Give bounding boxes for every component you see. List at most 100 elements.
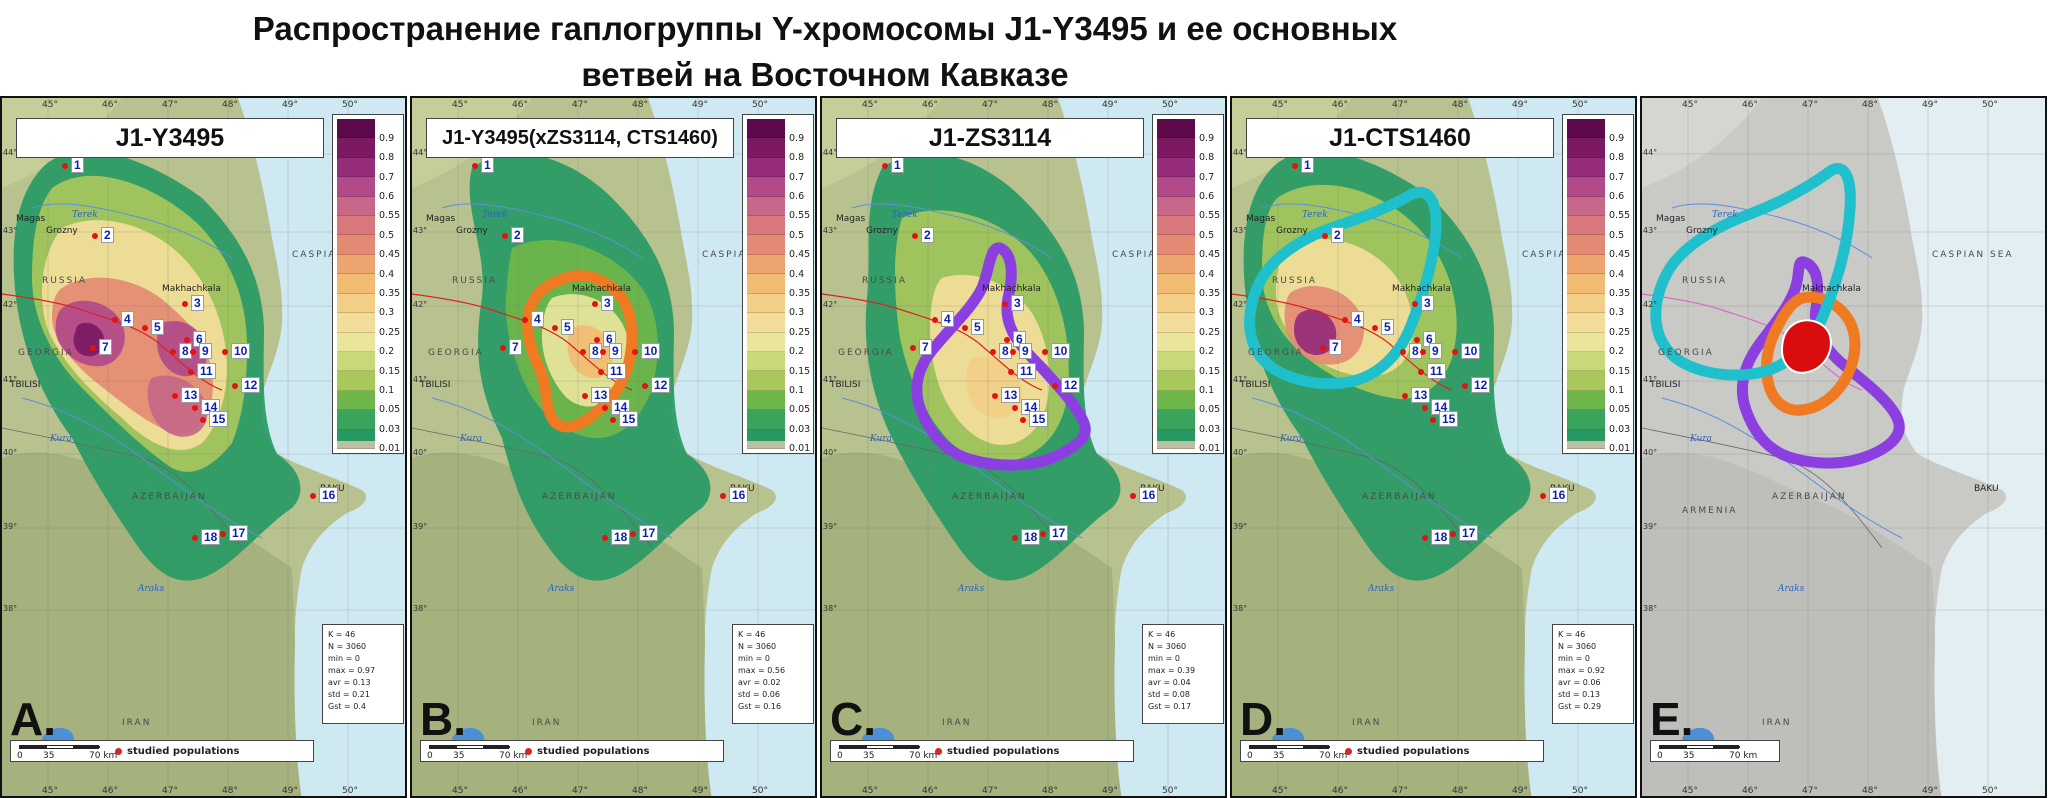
map-panel-a: 45° 45° 46° 46° 47° 47° 48° 48° 49° 49° 50° 50° 44° 4… — [0, 96, 407, 798]
longitude-label: 46° — [102, 100, 118, 110]
population-marker: 3 — [1002, 295, 1024, 311]
map-panel-b: 45° 45° 46° 46° 47° 47° 48° 48° 49° 49° 50° 50° 44° 4… — [410, 96, 817, 798]
legend-swatch — [747, 119, 785, 139]
legend-label: 0.9 — [379, 132, 395, 144]
place-label-makhachkala: Makhachkala — [982, 284, 1041, 294]
population-marker: 15 — [1020, 411, 1049, 427]
population-dot — [582, 392, 588, 399]
latitude-label: 41° — [823, 375, 838, 384]
panel-letter: A. — [10, 693, 56, 745]
population-dot — [1414, 336, 1420, 343]
statistic-line: max = 0.56 — [738, 666, 786, 675]
latitude-label: 40° — [413, 448, 428, 457]
place-label-tbilisi: TBILISI — [1650, 380, 1681, 390]
place-label-magas: Magas — [1246, 214, 1276, 224]
population-number: 7 — [1329, 339, 1342, 355]
longitude-label: 46° — [1742, 100, 1758, 110]
longitude-label: 46° — [1742, 786, 1758, 796]
legend-swatch — [1157, 390, 1195, 411]
legend-label: 0.45 — [379, 249, 401, 261]
legend-swatch — [747, 196, 785, 217]
place-label-makhachkala: Makhachkala — [162, 284, 221, 294]
longitude-label: 48° — [222, 786, 238, 796]
legend-label: 0.35 — [1199, 288, 1221, 299]
population-dot — [1020, 416, 1026, 423]
population-dot — [522, 316, 528, 323]
place-label-azerbaijan: AZERBAIJAN — [1772, 492, 1847, 502]
river-terek — [441, 203, 643, 259]
population-number: 4 — [531, 311, 544, 327]
legend-swatch — [747, 254, 785, 275]
statistic-line: K = 46 — [1148, 630, 1176, 639]
population-number: 3 — [601, 295, 614, 311]
population-marker: 7 — [90, 339, 112, 355]
population-marker: 1 — [472, 157, 494, 173]
population-number: 18 — [1431, 529, 1451, 545]
scale-bar: 0 35 70 km — [1650, 740, 1780, 762]
population-dot-icon — [1345, 748, 1352, 755]
legend-label: 0.7 — [789, 171, 805, 183]
latitude-label: 40° — [1233, 448, 1248, 457]
latitude-label: 44° — [823, 148, 838, 157]
place-label-araks: Araks — [1778, 584, 1805, 594]
latitude-label: 42° — [823, 300, 838, 309]
longitude-label: 48° — [632, 786, 648, 796]
place-label-georgia: GEORGIA — [1248, 348, 1304, 358]
legend-label: 0.03 — [789, 423, 811, 435]
latitude-label: 41° — [3, 375, 18, 384]
longitude-label: 46° — [512, 786, 528, 796]
terrain-south — [1642, 452, 1942, 796]
legend-label: 0.2 — [379, 346, 395, 358]
place-label-azerbaijan: AZERBAIJAN — [132, 492, 207, 502]
population-dot — [910, 344, 916, 351]
studied-populations-legend: studied populations — [537, 746, 650, 757]
place-label-azerbaijan: AZERBAIJAN — [1362, 492, 1437, 502]
branch-contour-1 — [522, 270, 638, 433]
population-number: 15 — [1029, 411, 1049, 427]
population-dot — [112, 316, 118, 323]
population-marker: 12 — [1052, 377, 1081, 393]
population-dot — [232, 382, 238, 389]
border-line — [1642, 293, 1863, 391]
color-legend: 0.9 0.8 0.7 0.6 0.55 0.5 0.45 0.4 0.35 0.3 0.25 0.2… — [1152, 114, 1224, 454]
legend-label: 0.8 — [379, 152, 395, 164]
population-number: 10 — [231, 343, 251, 359]
statistic-line: Gst = 0.4 — [328, 702, 367, 711]
studied-populations-legend: studied populations — [127, 746, 240, 757]
statistic-line: Gst = 0.29 — [1558, 702, 1602, 711]
population-number: 13 — [591, 387, 611, 403]
legend-label: 0.55 — [1609, 210, 1631, 222]
population-dot — [1042, 348, 1048, 355]
latitude-label: 38° — [3, 604, 18, 613]
population-dot — [1452, 348, 1458, 355]
legend-label: 0.03 — [1199, 423, 1221, 435]
panel-title: J1-ZS3114 — [836, 118, 1144, 158]
population-number: 3 — [1011, 295, 1024, 311]
longitude-label: 47° — [162, 786, 178, 796]
population-number: 5 — [971, 319, 984, 335]
legend-label: 0.5 — [379, 229, 395, 241]
population-dot — [1450, 530, 1456, 537]
population-marker: 18 — [602, 529, 631, 545]
statistic-line: min = 0 — [738, 654, 770, 663]
population-number: 1 — [481, 157, 494, 173]
population-dot — [1012, 534, 1018, 541]
legend-label: 0.1 — [1609, 385, 1625, 397]
panel-letter: D. — [1240, 693, 1286, 745]
latitude-label: 41° — [413, 375, 428, 384]
scale-ruler — [19, 745, 100, 749]
legend-label: 0.25 — [379, 326, 401, 338]
legend-label: 0.05 — [1199, 404, 1221, 416]
legend-label: 0.8 — [1199, 152, 1215, 164]
longitude-label: 49° — [1512, 100, 1528, 110]
legend-swatch — [1157, 410, 1195, 430]
statistic-line: K = 46 — [328, 630, 356, 639]
caspian-sea-south — [1934, 490, 2045, 796]
place-label-caspian: CASPIAN SEA — [1112, 250, 1192, 260]
color-legend: 0.9 0.8 0.7 0.6 0.55 0.5 0.45 0.4 0.35 0.3 0.25 0.2… — [1562, 114, 1634, 454]
legend-swatch — [1157, 235, 1195, 255]
population-number: 16 — [729, 487, 749, 503]
legend-label: 0.55 — [379, 210, 401, 222]
legend-swatch — [747, 274, 785, 294]
population-marker: 12 — [642, 377, 671, 393]
